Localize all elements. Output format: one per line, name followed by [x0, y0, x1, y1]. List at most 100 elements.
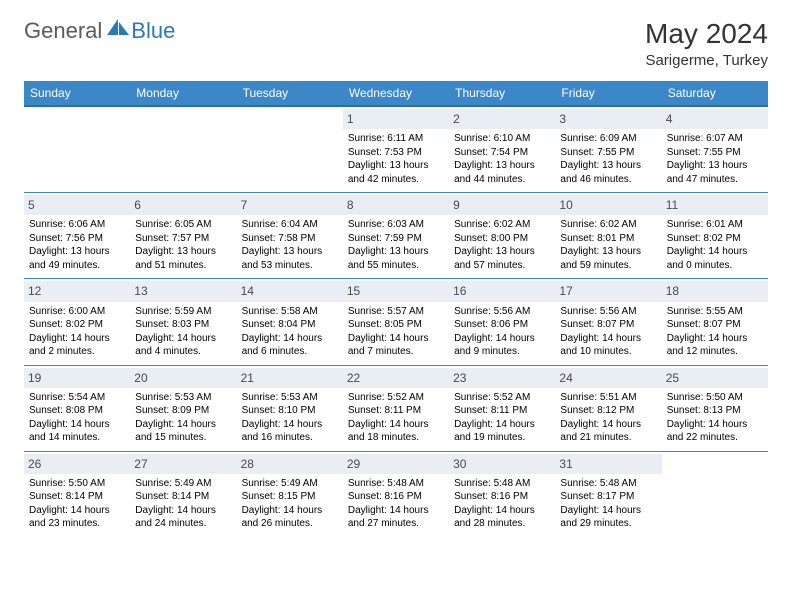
- sunset-text: Sunset: 8:14 PM: [29, 490, 125, 504]
- calendar-cell: 22Sunrise: 5:52 AMSunset: 8:11 PMDayligh…: [343, 366, 449, 451]
- daylight-text: Daylight: 14 hours and 16 minutes.: [242, 418, 338, 445]
- day-number: 6: [130, 195, 236, 215]
- sunset-text: Sunset: 8:13 PM: [667, 404, 763, 418]
- daylight-text: Daylight: 14 hours and 2 minutes.: [29, 332, 125, 359]
- daylight-text: Daylight: 14 hours and 21 minutes.: [560, 418, 656, 445]
- calendar-cell: 25Sunrise: 5:50 AMSunset: 8:13 PMDayligh…: [662, 366, 768, 451]
- day-number: 21: [237, 368, 343, 388]
- calendar-cell: 18Sunrise: 5:55 AMSunset: 8:07 PMDayligh…: [662, 279, 768, 364]
- daylight-text: Daylight: 14 hours and 15 minutes.: [135, 418, 231, 445]
- calendar-cell: 26Sunrise: 5:50 AMSunset: 8:14 PMDayligh…: [24, 452, 130, 537]
- day-number: 1: [343, 109, 449, 129]
- day-number: [237, 109, 343, 129]
- calendar-cell: 20Sunrise: 5:53 AMSunset: 8:09 PMDayligh…: [130, 366, 236, 451]
- calendar-cell: 12Sunrise: 6:00 AMSunset: 8:02 PMDayligh…: [24, 279, 130, 364]
- day-number: 9: [449, 195, 555, 215]
- sunset-text: Sunset: 7:53 PM: [348, 146, 444, 160]
- sunrise-text: Sunrise: 6:10 AM: [454, 132, 550, 146]
- daylight-text: Daylight: 13 hours and 44 minutes.: [454, 159, 550, 186]
- day-number: 15: [343, 281, 449, 301]
- sunset-text: Sunset: 8:06 PM: [454, 318, 550, 332]
- calendar-cell: 21Sunrise: 5:53 AMSunset: 8:10 PMDayligh…: [237, 366, 343, 451]
- day-number: 17: [555, 281, 661, 301]
- sunset-text: Sunset: 8:02 PM: [667, 232, 763, 246]
- sunset-text: Sunset: 8:03 PM: [135, 318, 231, 332]
- calendar-cell: 1 Sunrise: 6:11 AMSunset: 7:53 PMDaylight…: [343, 107, 449, 192]
- calendar-cell: 27 Sunrise: 5:49 AMSunset: 8:14 PMDayligh…: [130, 452, 236, 537]
- day-number: 3: [555, 109, 661, 129]
- daylight-text: Daylight: 14 hours and 22 minutes.: [667, 418, 763, 445]
- daylight-text: Daylight: 13 hours and 42 minutes.: [348, 159, 444, 186]
- calendar-cell: 30Sunrise: 5:48 AMSunset: 8:16 PMDayligh…: [449, 452, 555, 537]
- day-number: 31: [555, 454, 661, 474]
- calendar-cell: 17Sunrise: 5:56 AMSunset: 8:07 PMDayligh…: [555, 279, 661, 364]
- calendar-cell: 9Sunrise: 6:02 AMSunset: 8:00 PMDaylight…: [449, 193, 555, 278]
- sunset-text: Sunset: 8:07 PM: [667, 318, 763, 332]
- sunset-text: Sunset: 8:09 PM: [135, 404, 231, 418]
- day-number: 30: [449, 454, 555, 474]
- sunset-text: Sunset: 7:58 PM: [242, 232, 338, 246]
- sunrise-text: Sunrise: 5:56 AM: [454, 305, 550, 319]
- calendar-cell: 15Sunrise: 5:57 AMSunset: 8:05 PMDayligh…: [343, 279, 449, 364]
- header: General Blue May 2024 Sarigerme, Turkey: [24, 18, 768, 69]
- sunrise-text: Sunrise: 5:49 AM: [135, 477, 231, 491]
- calendar-cell: [24, 107, 130, 192]
- daylight-text: Daylight: 14 hours and 7 minutes.: [348, 332, 444, 359]
- sunset-text: Sunset: 8:07 PM: [560, 318, 656, 332]
- calendar-cell: 23Sunrise: 5:52 AMSunset: 8:11 PMDayligh…: [449, 366, 555, 451]
- daylight-text: Daylight: 13 hours and 47 minutes.: [667, 159, 763, 186]
- day-number: 29: [343, 454, 449, 474]
- calendar-cell: 28Sunrise: 5:49 AMSunset: 8:15 PMDayligh…: [237, 452, 343, 537]
- calendar-cell: 3Sunrise: 6:09 AMSunset: 7:55 PMDaylight…: [555, 107, 661, 192]
- day-header-sun: Sunday: [24, 81, 130, 105]
- sunrise-text: Sunrise: 5:56 AM: [560, 305, 656, 319]
- calendar-cell: 19Sunrise: 5:54 AMSunset: 8:08 PMDayligh…: [24, 366, 130, 451]
- sunset-text: Sunset: 8:16 PM: [454, 490, 550, 504]
- daylight-text: Daylight: 13 hours and 55 minutes.: [348, 245, 444, 272]
- day-number: 27: [130, 454, 236, 474]
- day-header-mon: Monday: [130, 81, 236, 105]
- daylight-text: Daylight: 14 hours and 24 minutes.: [135, 504, 231, 531]
- sunset-text: Sunset: 7:55 PM: [560, 146, 656, 160]
- logo-text-1: General: [24, 18, 102, 44]
- day-header-fri: Friday: [555, 81, 661, 105]
- calendar-week: 19Sunrise: 5:54 AMSunset: 8:08 PMDayligh…: [24, 366, 768, 452]
- calendar-cell: 13 Sunrise: 5:59 AMSunset: 8:03 PMDayligh…: [130, 279, 236, 364]
- sunrise-text: Sunrise: 5:50 AM: [667, 391, 763, 405]
- month-title: May 2024: [645, 18, 768, 50]
- day-number: [662, 454, 768, 474]
- calendar-cell: 2Sunrise: 6:10 AMSunset: 7:54 PMDaylight…: [449, 107, 555, 192]
- daylight-text: Daylight: 13 hours and 53 minutes.: [242, 245, 338, 272]
- daylight-text: Daylight: 14 hours and 0 minutes.: [667, 245, 763, 272]
- day-number: 13: [130, 281, 236, 301]
- sunset-text: Sunset: 8:10 PM: [242, 404, 338, 418]
- sunset-text: Sunset: 8:00 PM: [454, 232, 550, 246]
- day-number: 11: [662, 195, 768, 215]
- day-number: 12: [24, 281, 130, 301]
- sunrise-text: Sunrise: 6:05 AM: [135, 218, 231, 232]
- sunrise-text: Sunrise: 5:48 AM: [560, 477, 656, 491]
- daylight-text: Daylight: 13 hours and 49 minutes.: [29, 245, 125, 272]
- daylight-text: Daylight: 14 hours and 18 minutes.: [348, 418, 444, 445]
- day-number: 26: [24, 454, 130, 474]
- sunrise-text: Sunrise: 5:59 AM: [135, 305, 231, 319]
- daylight-text: Daylight: 14 hours and 4 minutes.: [135, 332, 231, 359]
- day-number: 5: [24, 195, 130, 215]
- day-number: 23: [449, 368, 555, 388]
- sunrise-text: Sunrise: 6:00 AM: [29, 305, 125, 319]
- calendar-cell: 14Sunrise: 5:58 AMSunset: 8:04 PMDayligh…: [237, 279, 343, 364]
- sunrise-text: Sunrise: 6:01 AM: [667, 218, 763, 232]
- logo-text-2: Blue: [131, 18, 175, 44]
- day-number: 24: [555, 368, 661, 388]
- day-header-wed: Wednesday: [343, 81, 449, 105]
- sunrise-text: Sunrise: 6:04 AM: [242, 218, 338, 232]
- daylight-text: Daylight: 14 hours and 9 minutes.: [454, 332, 550, 359]
- sunset-text: Sunset: 8:14 PM: [135, 490, 231, 504]
- daylight-text: Daylight: 14 hours and 27 minutes.: [348, 504, 444, 531]
- calendar-cell: [130, 107, 236, 192]
- sunset-text: Sunset: 8:17 PM: [560, 490, 656, 504]
- daylight-text: Daylight: 13 hours and 59 minutes.: [560, 245, 656, 272]
- sunset-text: Sunset: 8:11 PM: [348, 404, 444, 418]
- sunset-text: Sunset: 8:11 PM: [454, 404, 550, 418]
- sunrise-text: Sunrise: 6:11 AM: [348, 132, 444, 146]
